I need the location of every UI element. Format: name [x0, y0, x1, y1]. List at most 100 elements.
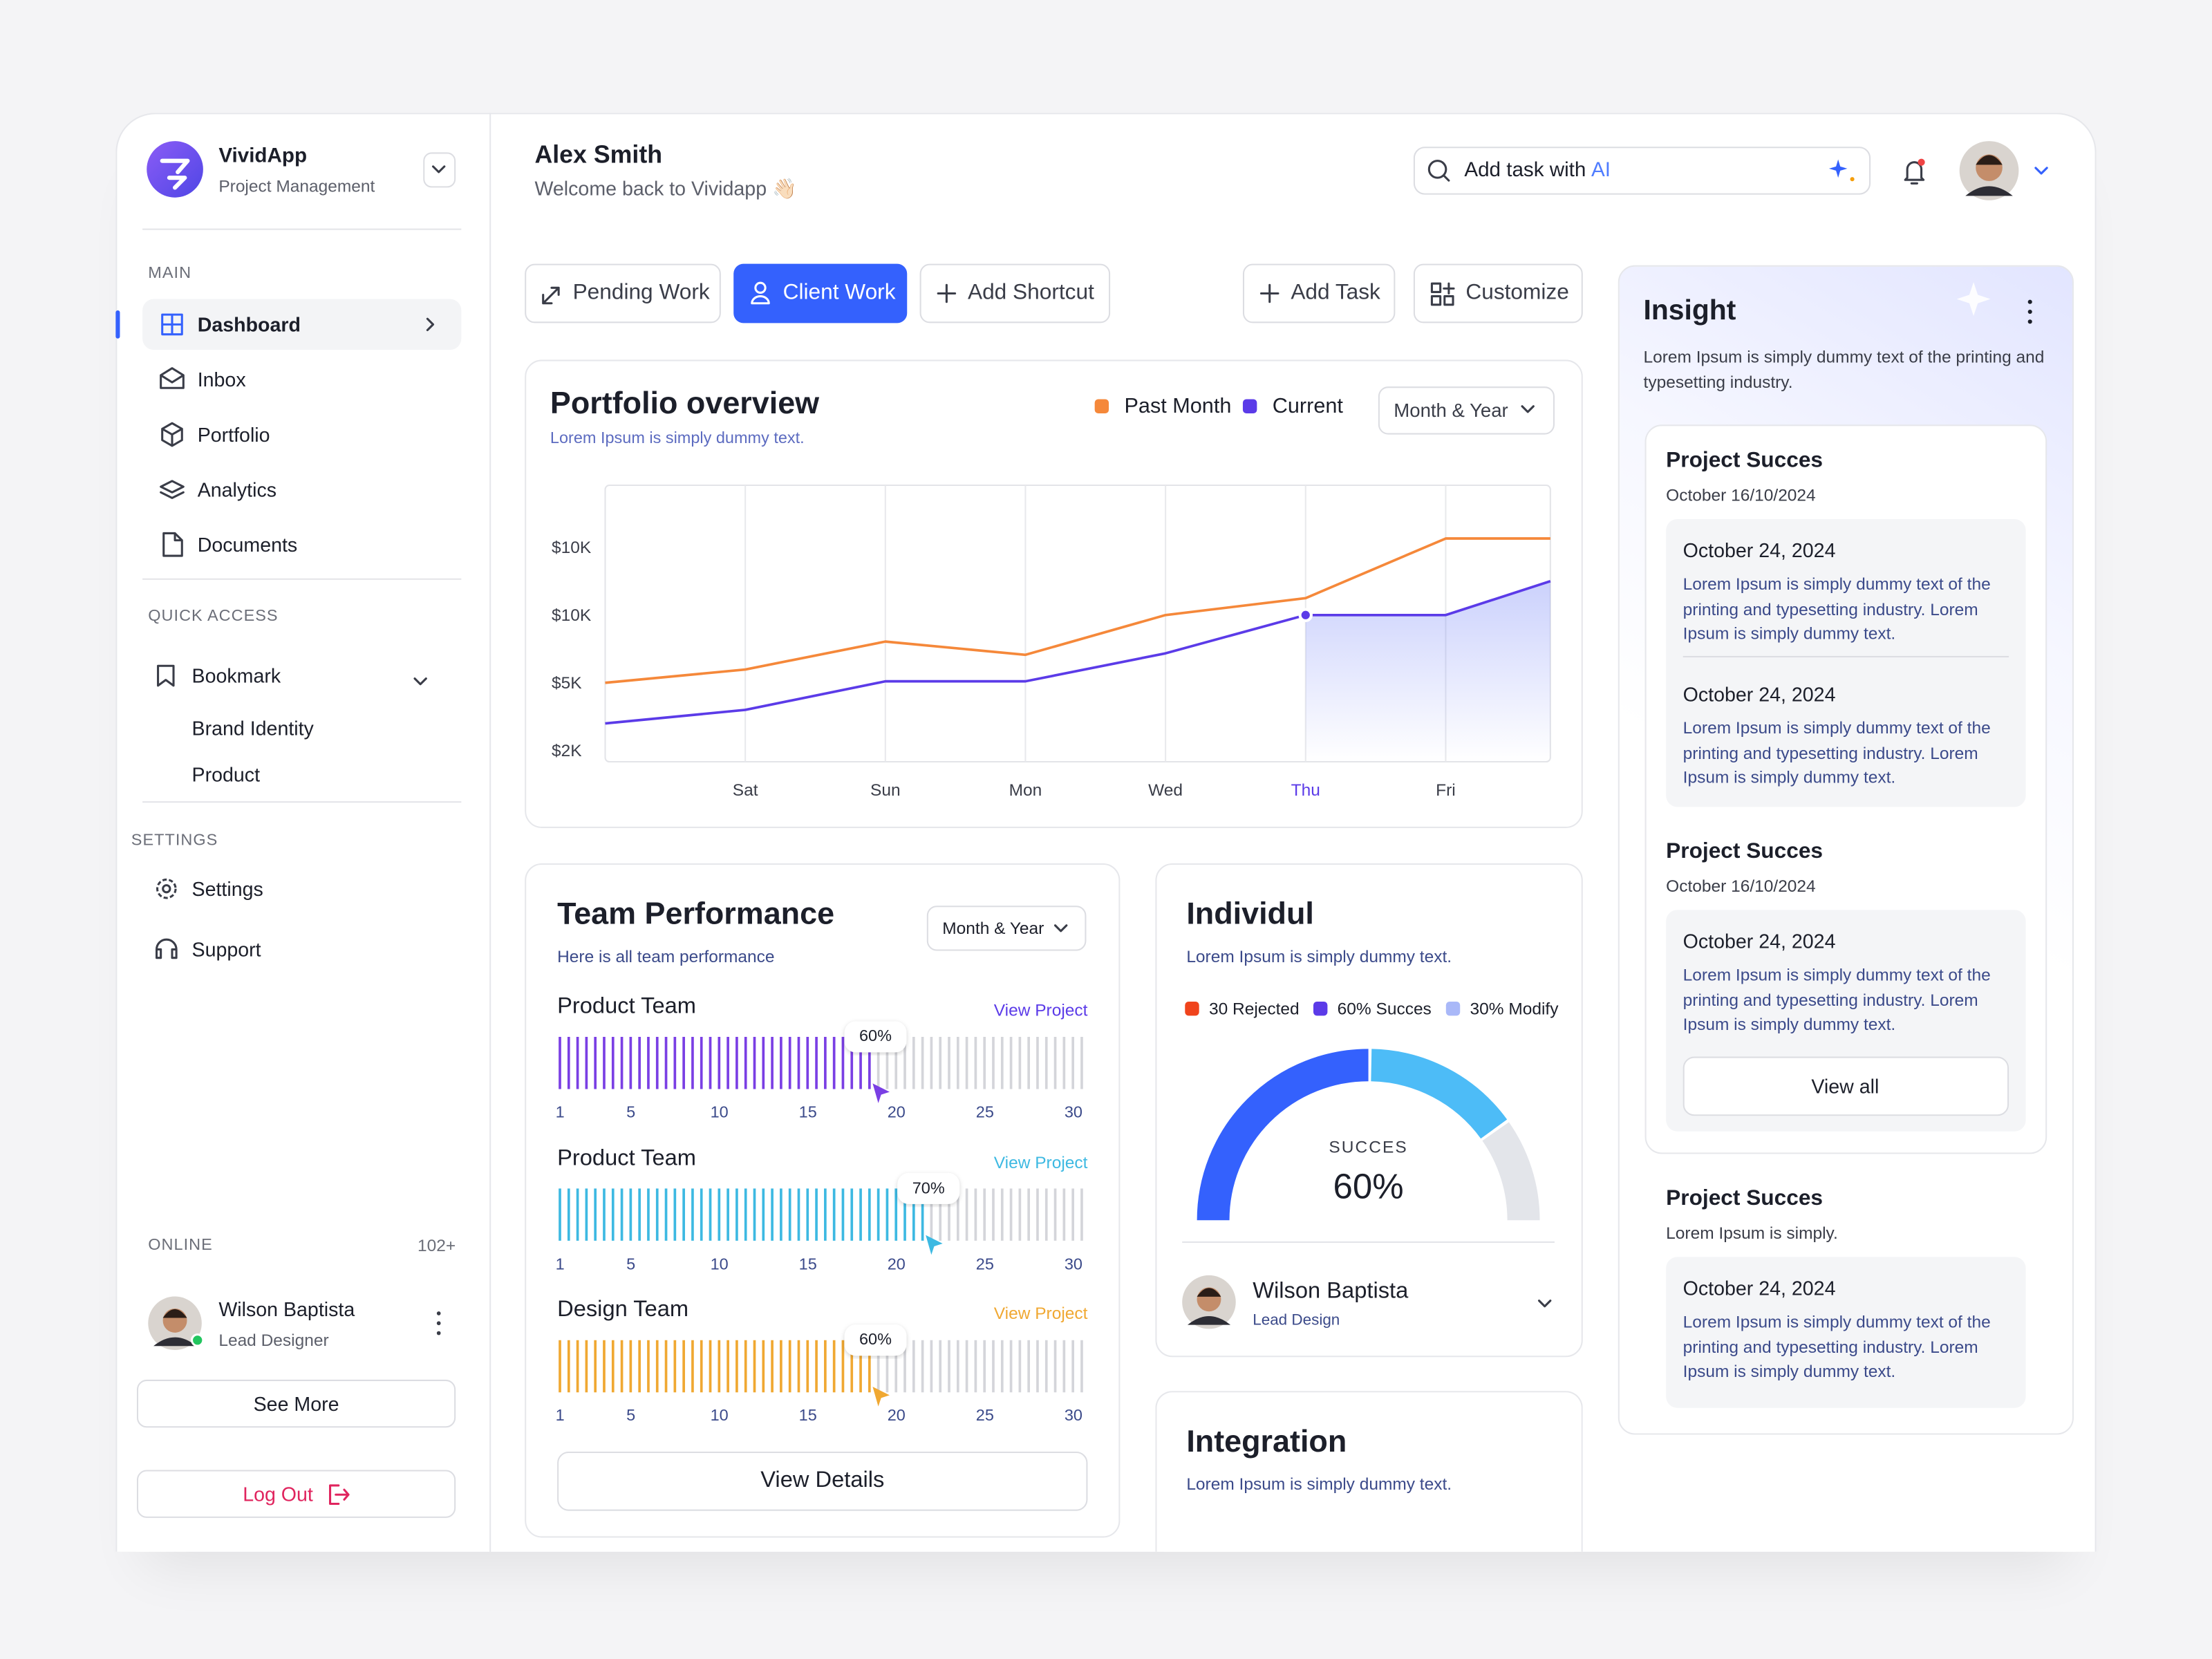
toolbar-button[interactable]: [1413, 263, 1583, 324]
sidebar-divider: [489, 113, 491, 1552]
chart-title: Portfolio overview: [550, 385, 820, 421]
dropdown-label[interactable]: Month & Year: [1394, 400, 1508, 422]
view-project-link[interactable]: View Project: [993, 1152, 1088, 1172]
entry-panel: [1666, 1257, 2026, 1408]
axis-tick-label: 10: [710, 1104, 729, 1122]
team-name: Product Team: [557, 994, 696, 1019]
y-tick-label: $10K: [551, 537, 592, 558]
nav-subitem[interactable]: Product: [191, 763, 261, 786]
user-greeting: Alex Smith: [534, 140, 663, 169]
axis-tick-label: 30: [1064, 1256, 1082, 1273]
x-tick-label: Thu: [1291, 780, 1320, 800]
logout-label[interactable]: Log Out: [243, 1482, 313, 1506]
axis-tick-label: 25: [975, 1104, 994, 1122]
chart-subtitle: Lorem Ipsum is simply dummy text.: [550, 430, 805, 447]
entry-text: Lorem Ipsum is simply dummy text of the …: [1683, 964, 1991, 1034]
nav-item[interactable]: Settings: [191, 877, 263, 901]
nav-item[interactable]: Documents: [197, 533, 298, 556]
axis-tick-label: 1: [555, 1407, 565, 1425]
nav-item[interactable]: Support: [191, 938, 261, 961]
entry-date: October 24, 2024: [1683, 929, 1836, 953]
divider: [1182, 1241, 1555, 1243]
toolbar-button[interactable]: [919, 263, 1111, 324]
axis-tick-label: 15: [798, 1407, 817, 1425]
card-subtitle: Here is all team performance: [557, 946, 775, 966]
axis-tick-label: 10: [710, 1256, 729, 1273]
project-date: Lorem Ipsum is simply.: [1666, 1223, 1838, 1243]
entry-date: October 24, 2024: [1683, 1276, 1836, 1300]
entry-panel: [1666, 519, 2026, 807]
value-label: 60%: [859, 1028, 892, 1046]
y-tick-label: $10K: [551, 605, 592, 626]
axis-tick-label: 20: [887, 1256, 906, 1273]
x-tick-label: Fri: [1436, 780, 1456, 800]
card-title: Integration: [1186, 1423, 1347, 1459]
section-label: SETTINGS: [131, 832, 218, 850]
toolbar-label[interactable]: Client Work: [782, 281, 896, 305]
nav-item[interactable]: Analytics: [197, 478, 277, 501]
team-name: Design Team: [557, 1297, 689, 1322]
search-placeholder[interactable]: Add task with: [1464, 159, 1586, 182]
legend-label: 60% Succes: [1337, 998, 1432, 1019]
entry-text: Lorem Ipsum is simply dummy text of the …: [1683, 1311, 1991, 1381]
view-project-link[interactable]: View Project: [993, 1000, 1088, 1020]
view-details-button[interactable]: [557, 1451, 1088, 1511]
view-project-link[interactable]: View Project: [993, 1303, 1088, 1324]
user-role: Lead Design: [1253, 1311, 1340, 1329]
see-more-button[interactable]: [136, 1379, 456, 1428]
user-role: Lead Designer: [218, 1330, 329, 1351]
dropdown-label[interactable]: Month & Year: [942, 918, 1044, 939]
project-title: Project Succes: [1666, 1186, 1824, 1211]
app-name: VividApp: [218, 145, 308, 168]
axis-tick-label: 20: [887, 1407, 906, 1425]
entry-text: Lorem Ipsum is simply dummy text of the …: [1683, 574, 1991, 644]
search-ai[interactable]: AI: [1591, 159, 1611, 182]
axis-tick-label: 20: [887, 1104, 906, 1122]
legend-label: 30 Rejected: [1208, 998, 1300, 1019]
x-tick-label: Sat: [732, 780, 758, 800]
logout-button[interactable]: [136, 1470, 456, 1518]
section-label: ONLINE: [148, 1237, 213, 1255]
divider: [142, 578, 462, 580]
y-tick-label: $2K: [551, 740, 582, 760]
divider: [1683, 655, 2009, 658]
section-label: QUICK ACCESS: [148, 608, 279, 626]
user-name: Wilson Baptista: [218, 1297, 355, 1321]
filter-dropdown[interactable]: [926, 906, 1087, 951]
integration-card: [1155, 1391, 1583, 1552]
app-switcher[interactable]: [423, 152, 456, 188]
nav-item[interactable]: Portfolio: [197, 423, 270, 446]
nav-item[interactable]: Dashboard: [197, 313, 301, 336]
team-name: Product Team: [557, 1146, 696, 1170]
card-subtitle: Lorem Ipsum is simply dummy text.: [1186, 1474, 1452, 1494]
axis-tick-label: 30: [1064, 1407, 1082, 1425]
insight-title: Insight: [1643, 295, 1736, 327]
toolbar-label[interactable]: Add Task: [1291, 281, 1380, 305]
nav-subitem[interactable]: Brand Identity: [191, 716, 314, 740]
x-tick-label: Mon: [1009, 780, 1042, 800]
search-box[interactable]: [1413, 147, 1871, 195]
button-label[interactable]: View Details: [760, 1468, 885, 1493]
button-label[interactable]: See More: [253, 1392, 339, 1415]
button-label[interactable]: View all: [1811, 1075, 1880, 1098]
insight-subtitle: Lorem Ipsum is simply dummy text of the …: [1643, 347, 2045, 393]
view-all-button[interactable]: [1683, 1056, 2009, 1116]
toolbar-button[interactable]: [1242, 263, 1396, 324]
toolbar-label[interactable]: Pending Work: [572, 281, 710, 305]
user-name: Wilson Baptista: [1253, 1280, 1409, 1304]
nav-item[interactable]: Inbox: [197, 368, 246, 391]
nav-active[interactable]: [142, 299, 462, 350]
axis-tick-label: 1: [555, 1256, 565, 1273]
toolbar-button[interactable]: [525, 263, 721, 324]
nav-item[interactable]: Bookmark: [191, 664, 281, 687]
card-subtitle: Lorem Ipsum is simply dummy text.: [1186, 946, 1452, 966]
axis-tick-label: 10: [710, 1407, 729, 1425]
filter-dropdown[interactable]: [1378, 386, 1555, 435]
toolbar-label[interactable]: Add Shortcut: [967, 281, 1094, 305]
app-subtitle: Project Management: [218, 176, 375, 196]
axis-tick-label: 5: [626, 1407, 636, 1425]
x-tick-label: Sun: [870, 780, 901, 800]
x-tick-label: Wed: [1148, 780, 1183, 800]
toolbar-label[interactable]: Customize: [1465, 281, 1569, 305]
legend-label: Past Month: [1124, 394, 1232, 419]
